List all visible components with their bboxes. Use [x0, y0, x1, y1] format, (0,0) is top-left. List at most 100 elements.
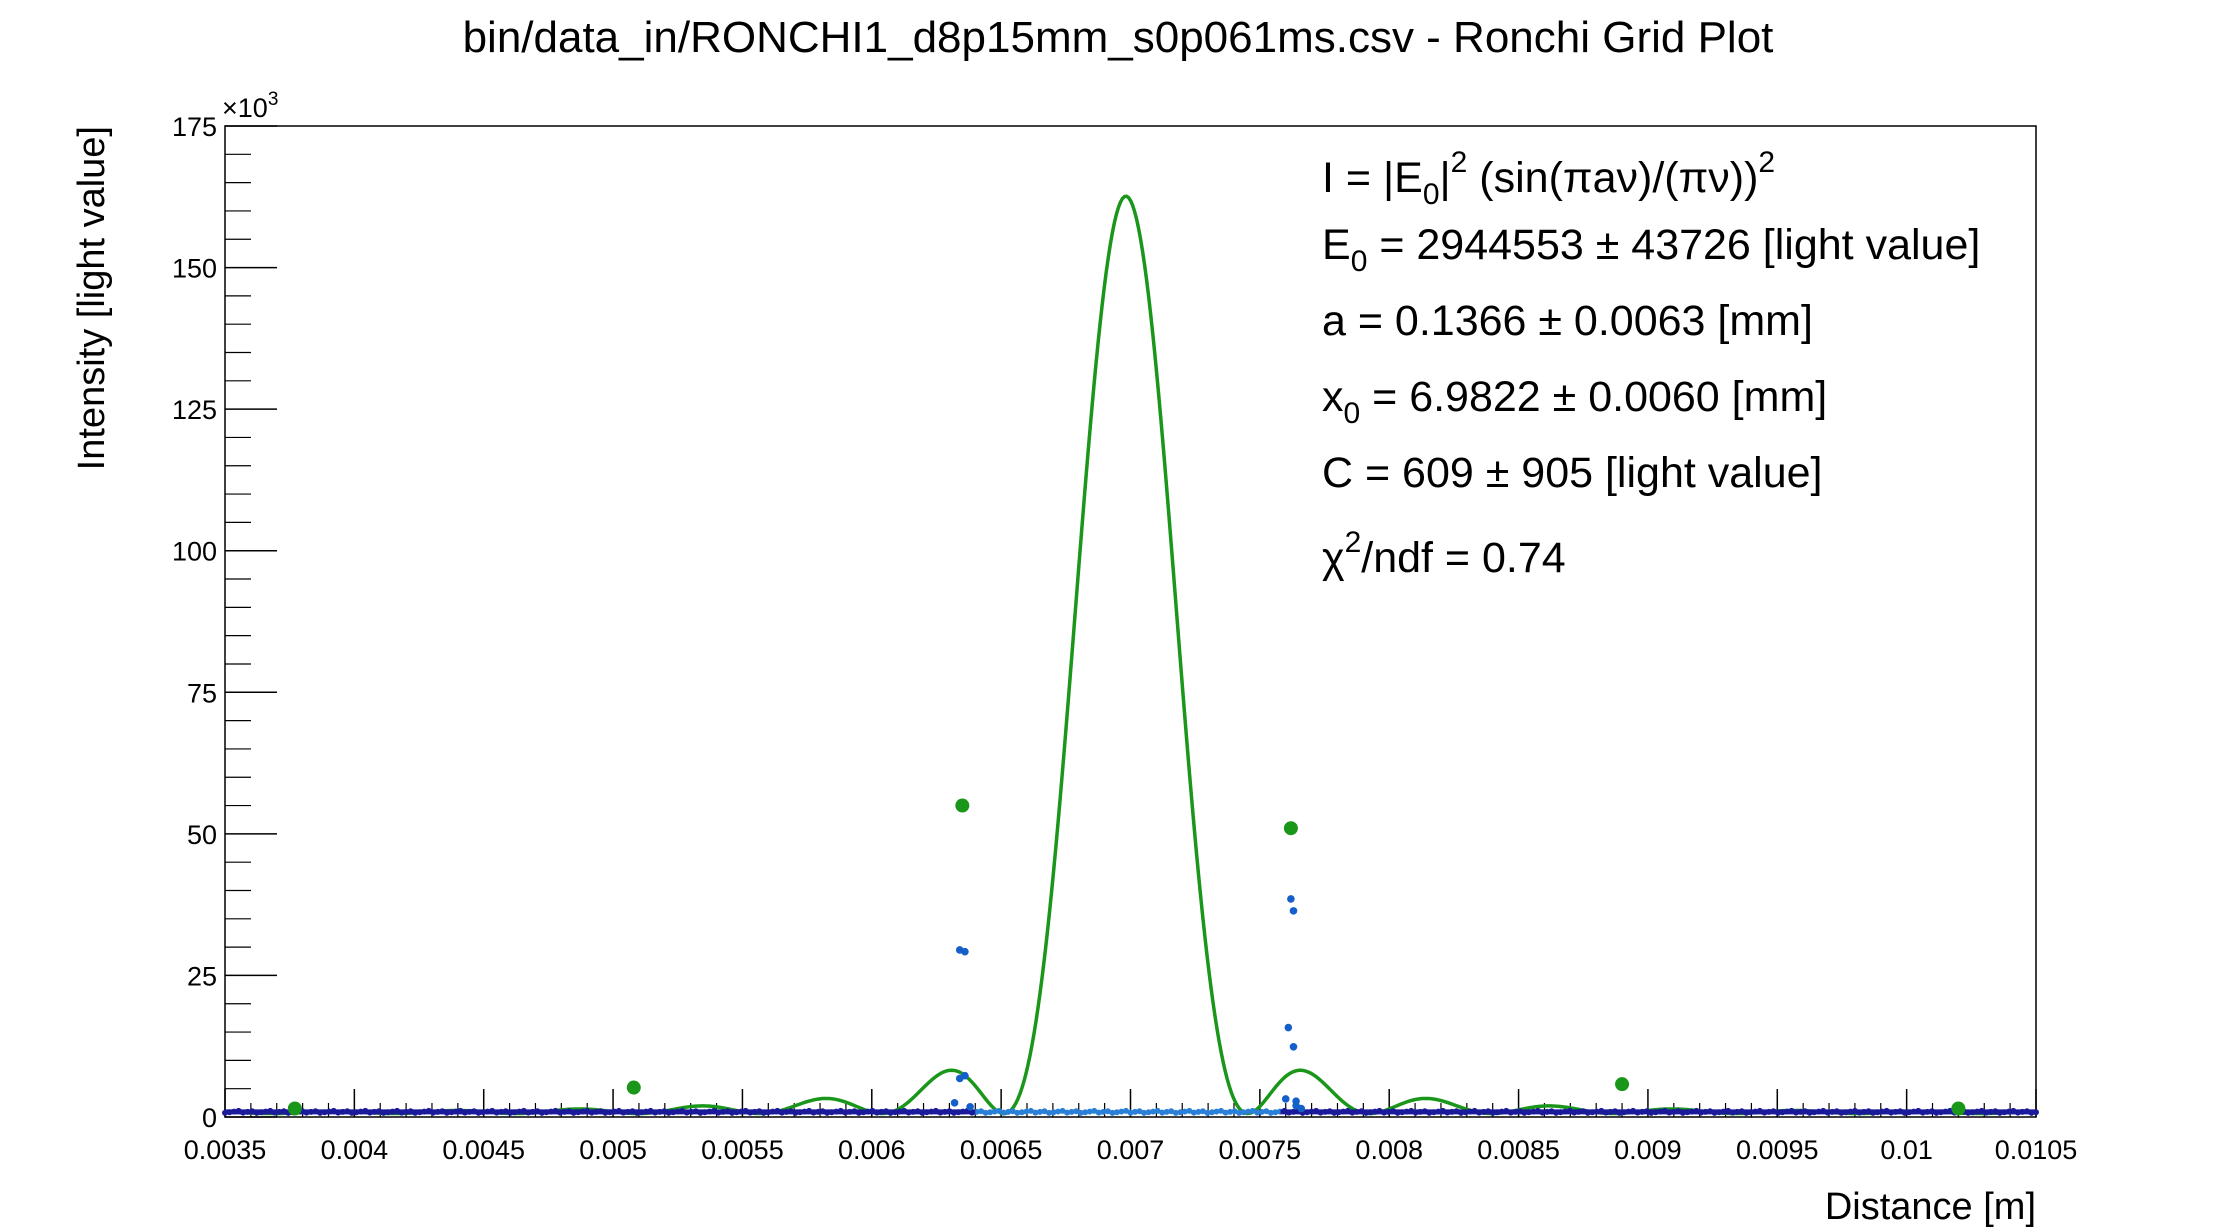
baseline-point — [1136, 1108, 1143, 1115]
x-tick-label: 0.01 — [1880, 1135, 1933, 1165]
fit-chi2: χ2/ndf = 0.74 — [1322, 528, 1980, 604]
measured-point — [1289, 1042, 1298, 1051]
y-tick-label: 175 — [172, 112, 217, 142]
baseline-point — [1159, 1109, 1166, 1116]
y-axis-label: Intensity [light value] — [71, 126, 113, 470]
fit-sample-point — [1615, 1077, 1630, 1092]
fit-sample-point — [287, 1101, 302, 1116]
fit-x0-sub: 0 — [1343, 397, 1361, 430]
baseline-point — [1068, 1108, 1075, 1115]
x-tick-label: 0.0105 — [1995, 1135, 2078, 1165]
baseline-point — [1104, 1108, 1111, 1115]
fit-c: C = 609 ± 905 [light value] — [1322, 452, 1980, 528]
measured-point — [1287, 895, 1295, 903]
baseline-point — [1046, 1109, 1053, 1116]
baseline-point — [1199, 1108, 1206, 1115]
fit-sample-point — [626, 1080, 641, 1095]
y-tick-label: 125 — [172, 395, 217, 425]
baseline-point — [1014, 1109, 1021, 1116]
baseline-point — [1023, 1108, 1030, 1115]
x-tick-label: 0.0085 — [1477, 1135, 1560, 1165]
baseline-point — [1059, 1107, 1066, 1114]
baseline-point — [1236, 1109, 1243, 1116]
baseline-point — [1249, 1107, 1256, 1114]
baseline-point — [1195, 1108, 1202, 1115]
y-exponent: ×103 — [222, 89, 278, 123]
baseline-point — [987, 1109, 994, 1116]
baseline-point — [1095, 1109, 1102, 1116]
baseline-point — [1050, 1109, 1057, 1116]
baseline-point — [1154, 1107, 1161, 1114]
fit-sample-point — [955, 798, 970, 813]
x-tick-label: 0.0045 — [442, 1135, 525, 1165]
baseline-point — [996, 1107, 1003, 1114]
x-tick-label: 0.0065 — [960, 1135, 1043, 1165]
baseline-point — [1227, 1108, 1234, 1115]
baseline-point — [1218, 1107, 1225, 1114]
baseline-point — [1018, 1109, 1025, 1116]
fit-e0-sub: 0 — [1350, 245, 1368, 278]
points-layer — [222, 798, 2039, 1116]
baseline-point — [1258, 1108, 1265, 1115]
y-tick-label: 150 — [172, 254, 217, 284]
measured-point — [950, 1099, 959, 1107]
y-tick-label: 25 — [187, 961, 217, 991]
baseline-point — [1055, 1108, 1062, 1115]
x-tick-label: 0.008 — [1355, 1135, 1423, 1165]
fit-formula-bar: | — [1439, 154, 1451, 202]
axes: 0.0035 0.004 0.0045 0.005 0.0055 0.006 0.0065 0… — [172, 112, 2077, 1165]
baseline-point — [1231, 1108, 1238, 1115]
baseline-point — [1190, 1109, 1197, 1116]
baseline-point — [1005, 1108, 1012, 1115]
baseline-point — [1186, 1107, 1193, 1114]
measured-point — [966, 1103, 974, 1111]
fit-formula-sub: 0 — [1422, 178, 1440, 211]
x-tick-label: 0.0035 — [184, 1135, 267, 1165]
fit-e0-symbol: E — [1322, 221, 1351, 269]
fit-sample-point — [1951, 1101, 1966, 1116]
fit-e0: E0 = 2944553 ± 43726 [light value] — [1322, 224, 1980, 300]
baseline-point — [1222, 1109, 1229, 1116]
x-tick-label: 0.009 — [1614, 1135, 1682, 1165]
baseline-point — [1245, 1108, 1252, 1115]
baseline-point — [1267, 1109, 1274, 1116]
fit-x0-value: = 6.9822 ± 0.0060 [mm] — [1360, 373, 1828, 421]
measured-point — [961, 1071, 969, 1080]
x-tick-label: 0.0055 — [701, 1135, 784, 1165]
baseline-point — [1118, 1108, 1125, 1115]
baseline-point — [1168, 1108, 1175, 1115]
baseline-point — [1064, 1109, 1071, 1116]
x-tick-label: 0.0075 — [1219, 1135, 1302, 1165]
fit-formula-sup: 2 — [1450, 146, 1468, 179]
fit-a: a = 0.1366 ± 0.0063 [mm] — [1322, 300, 1980, 376]
measured-point — [1284, 1023, 1293, 1032]
fit-x0: x0 = 6.9822 ± 0.0060 [mm] — [1322, 376, 1980, 452]
fit-formula-rest: (sin(πaν)/(πν)) — [1467, 154, 1759, 202]
baseline-point — [1263, 1108, 1270, 1115]
y-tick-label: 75 — [187, 678, 217, 708]
fit-formula-sup2: 2 — [1758, 146, 1776, 179]
baseline-point — [1177, 1109, 1184, 1116]
y-tick-label: 0 — [202, 1103, 217, 1133]
y-tick-label: 100 — [172, 537, 217, 567]
fit-a-value: a = 0.1366 ± 0.0063 [mm] — [1322, 297, 1813, 345]
x-tick-label: 0.005 — [579, 1135, 647, 1165]
measured-point — [1289, 907, 1298, 915]
fit-chi2-symbol: χ — [1322, 534, 1345, 582]
baseline-point — [1077, 1109, 1084, 1116]
baseline-point — [1027, 1107, 1034, 1114]
baseline-point — [982, 1109, 989, 1116]
baseline-point — [1100, 1108, 1107, 1115]
baseline-point — [1000, 1109, 1007, 1116]
fit-stats-box: I = |E0|2 (sin(πaν)/(πν))2 E0 = 2944553 … — [1322, 148, 1980, 604]
fit-e0-value: = 2944553 ± 43726 [light value] — [1367, 221, 1981, 269]
baseline-point — [1113, 1109, 1120, 1116]
baseline-point — [1122, 1107, 1129, 1114]
baseline-point — [1032, 1109, 1039, 1116]
y-exponent-base: ×10 — [222, 93, 268, 123]
baseline-point — [1254, 1109, 1261, 1116]
measured-point — [1297, 1104, 1306, 1113]
fit-formula: I = |E0|2 (sin(πaν)/(πν))2 — [1322, 148, 1980, 224]
measured-point — [1281, 1095, 1290, 1103]
baseline-point — [1204, 1109, 1211, 1116]
